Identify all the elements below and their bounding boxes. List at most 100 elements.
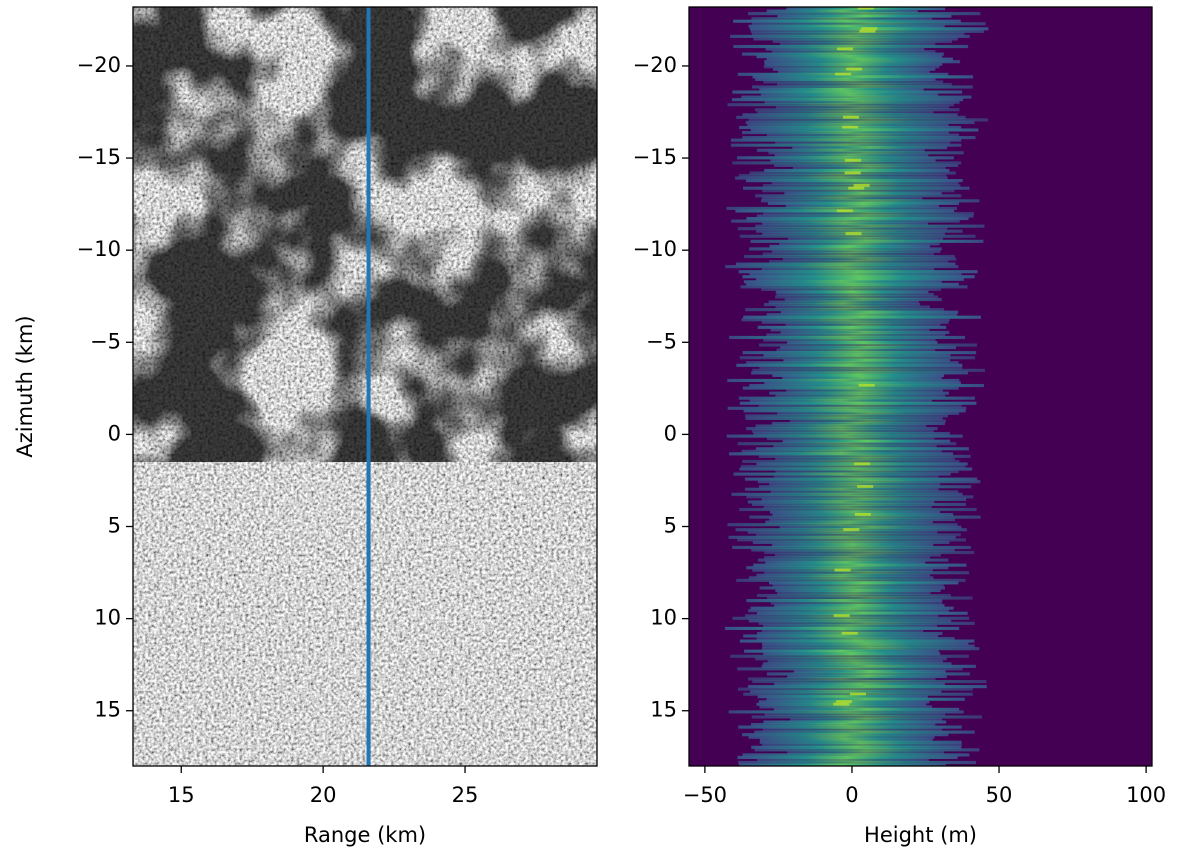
tomogram-row — [769, 391, 949, 395]
axes-frame — [132, 6, 598, 767]
tomogram-row — [762, 252, 934, 256]
tomogram-row — [735, 262, 956, 266]
tomogram-row — [756, 573, 931, 577]
plot-area — [133, 7, 597, 766]
x-tick-label: −50 — [683, 783, 727, 807]
tomogram-row — [742, 351, 977, 355]
tomogram-row — [751, 745, 962, 749]
tomogram-row — [759, 586, 945, 590]
tomogram-row — [771, 50, 936, 54]
tomogram-row — [755, 533, 961, 537]
tomogram-row — [761, 642, 969, 646]
tomogram-row — [731, 98, 963, 102]
tomogram-row — [764, 712, 946, 716]
tomogram-row — [724, 626, 960, 630]
tomogram-peak — [861, 27, 878, 31]
tomogram-row — [737, 227, 948, 231]
tomogram-row — [766, 9, 918, 13]
tomogram-row — [738, 725, 962, 729]
tomogram-row — [780, 42, 936, 46]
tomogram-row — [759, 87, 924, 92]
tomogram-peak — [857, 7, 874, 11]
tomogram-row — [745, 416, 943, 420]
tomogram-peak — [854, 513, 871, 517]
tomogram-row — [751, 85, 973, 89]
y-tick-label: −10 — [633, 237, 677, 261]
tomogram-row — [757, 110, 934, 114]
tomogram-row — [727, 406, 967, 410]
tomogram-row — [770, 328, 930, 332]
tomogram-row — [746, 566, 949, 570]
tomogram-row — [775, 469, 959, 474]
tomogram-peak — [841, 631, 858, 636]
y-tick-label: 10 — [650, 606, 677, 630]
tomogram-row — [763, 353, 951, 357]
y-tick-label: −15 — [633, 145, 677, 169]
tomogram-row — [748, 619, 952, 623]
tomogram-row — [762, 644, 975, 648]
tomogram-row — [785, 323, 941, 327]
tomogram-row — [741, 95, 972, 99]
tomogram-row — [782, 439, 951, 443]
tomogram-row — [742, 753, 970, 757]
tomogram-row — [747, 677, 936, 681]
tomogram-row — [748, 609, 949, 613]
tomogram-row — [764, 60, 961, 64]
tomogram-peak — [857, 485, 874, 489]
tomogram-row — [766, 333, 946, 337]
tomogram-row — [751, 17, 932, 21]
tomogram-row — [730, 654, 969, 658]
tomogram-row — [738, 396, 975, 400]
tomogram-row — [774, 553, 941, 557]
tomogram-row — [729, 452, 954, 456]
y-tick-label: −5 — [90, 329, 121, 353]
tomogram-row — [774, 604, 945, 608]
tomogram-peak — [844, 171, 861, 175]
tomogram-row — [778, 70, 930, 74]
tomogram-row — [761, 743, 962, 747]
tomogram-row — [767, 201, 959, 205]
tomogram-row — [754, 748, 980, 752]
tomogram-row — [763, 65, 940, 69]
tomogram-peak — [848, 186, 865, 190]
tomogram-row — [777, 14, 952, 18]
tomogram-row — [787, 750, 944, 754]
tomogram-peak — [849, 692, 866, 696]
tomogram-row — [782, 376, 942, 380]
tomogram-row — [783, 358, 951, 362]
tomogram-row — [766, 672, 970, 676]
tomogram-row — [792, 146, 948, 150]
tomogram-row — [769, 260, 949, 264]
tomogram-row — [731, 219, 960, 223]
tomogram-row — [752, 75, 974, 79]
tomogram-row — [763, 211, 974, 216]
tomogram-row — [727, 378, 960, 383]
tomogram-peak — [835, 72, 852, 76]
tomogram-row — [773, 707, 960, 711]
tomogram-row — [743, 280, 942, 284]
x-tick-label: 15 — [168, 783, 195, 807]
tomogram-row — [742, 459, 960, 463]
tomogram-row — [759, 738, 933, 742]
tomogram-row — [759, 705, 932, 709]
tomogram-peak — [842, 125, 859, 130]
tomogram-peak — [854, 462, 871, 466]
tomogram-row — [763, 652, 941, 656]
tomogram-row — [750, 606, 954, 610]
tomogram-row — [738, 173, 947, 178]
tomogram-row — [761, 647, 980, 651]
tomogram-peak — [836, 209, 853, 213]
tomogram-row — [756, 148, 925, 152]
tomogram-row — [786, 389, 943, 393]
tomogram-peak — [836, 700, 853, 704]
tomogram-row — [751, 715, 982, 719]
tomogram-row — [732, 616, 970, 620]
y-tick-label: −20 — [633, 53, 677, 77]
tomogram-row — [767, 659, 943, 663]
tomogram-row — [747, 685, 987, 689]
tomogram-row — [750, 128, 979, 132]
tomogram-row — [739, 507, 977, 512]
tomogram-row — [758, 621, 975, 625]
tomogram-row — [741, 318, 950, 322]
tomogram-row — [780, 310, 959, 314]
